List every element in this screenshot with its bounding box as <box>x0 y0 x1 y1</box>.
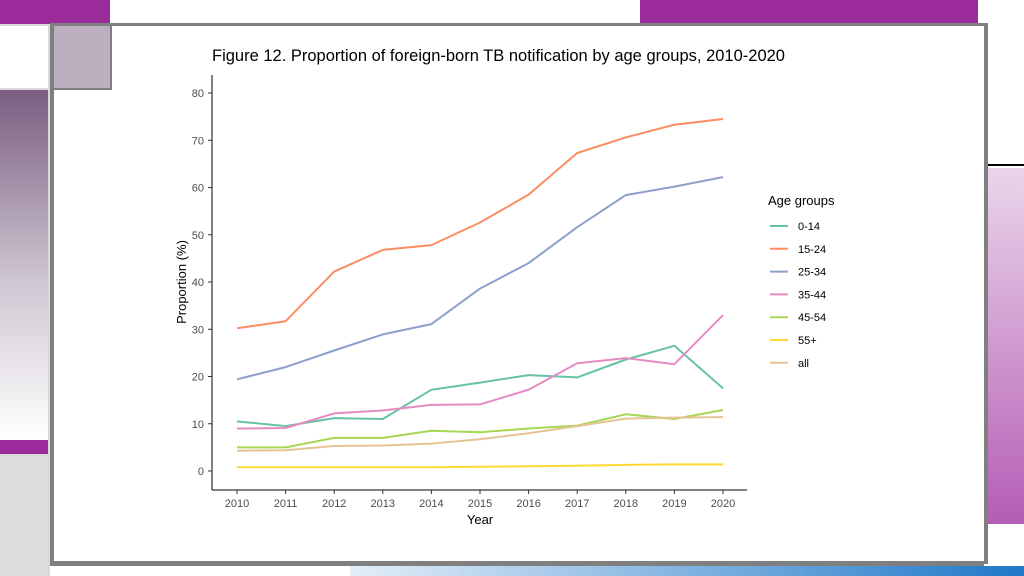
y-tick-label: 50 <box>192 230 204 242</box>
legend-label-all: all <box>798 358 809 370</box>
y-tick-label: 0 <box>198 466 204 478</box>
y-tick-label: 70 <box>192 135 204 147</box>
y-tick-label: 20 <box>192 372 204 384</box>
y-tick-label: 60 <box>192 183 204 195</box>
x-tick-label: 2020 <box>711 498 735 510</box>
left-lower-gray <box>0 456 48 576</box>
right-gradient-panel <box>984 168 1024 524</box>
left-gradient-panel <box>0 90 48 440</box>
x-tick-label: 2014 <box>419 498 443 510</box>
x-tick-label: 2011 <box>274 498 298 510</box>
bottom-gray-bar <box>50 561 984 566</box>
x-tick-label: 2010 <box>225 498 249 510</box>
series-line-25-34 <box>236 176 724 381</box>
y-tick-label: 40 <box>192 277 204 289</box>
y-tick-label: 10 <box>192 419 204 431</box>
x-tick-label: 2015 <box>468 498 492 510</box>
right-black-line <box>984 164 1024 166</box>
x-tick-label: 2019 <box>662 498 686 510</box>
left-white-box <box>0 26 48 88</box>
series-line-35-44 <box>236 314 724 430</box>
x-axis-title: Year <box>467 512 494 527</box>
top-right-purple-bar <box>640 0 978 24</box>
top-left-purple-bar <box>0 0 110 24</box>
slide-frame <box>50 23 988 564</box>
y-tick-label: 30 <box>192 324 204 336</box>
series-line-15-24 <box>236 118 724 330</box>
chart-title: Figure 12. Proportion of foreign-born TB… <box>212 47 785 65</box>
series-line-45-54 <box>237 409 724 449</box>
legend-title: Age groups <box>768 193 835 208</box>
y-axis-title: Proportion (%) <box>174 240 189 324</box>
legend-label-15-24: 15-24 <box>798 244 826 256</box>
series-line-55+ <box>237 463 723 469</box>
y-tick-label: 80 <box>192 88 204 100</box>
x-tick-label: 2016 <box>516 498 540 510</box>
legend-label-45-54: 45-54 <box>798 312 826 324</box>
x-tick-label: 2012 <box>322 498 346 510</box>
x-tick-label: 2013 <box>371 498 395 510</box>
series-line-all <box>236 416 724 452</box>
series-line-0-14 <box>236 344 724 428</box>
left-purple-strip <box>0 440 48 454</box>
bottom-blue-gradient <box>350 566 1024 576</box>
mauve-square <box>54 26 112 90</box>
legend-label-35-44: 35-44 <box>798 289 826 301</box>
legend-label-55+: 55+ <box>798 335 817 347</box>
legend-label-25-34: 25-34 <box>798 267 826 279</box>
x-tick-label: 2018 <box>614 498 638 510</box>
legend-label-0-14: 0-14 <box>798 221 820 233</box>
x-tick-label: 2017 <box>565 498 589 510</box>
